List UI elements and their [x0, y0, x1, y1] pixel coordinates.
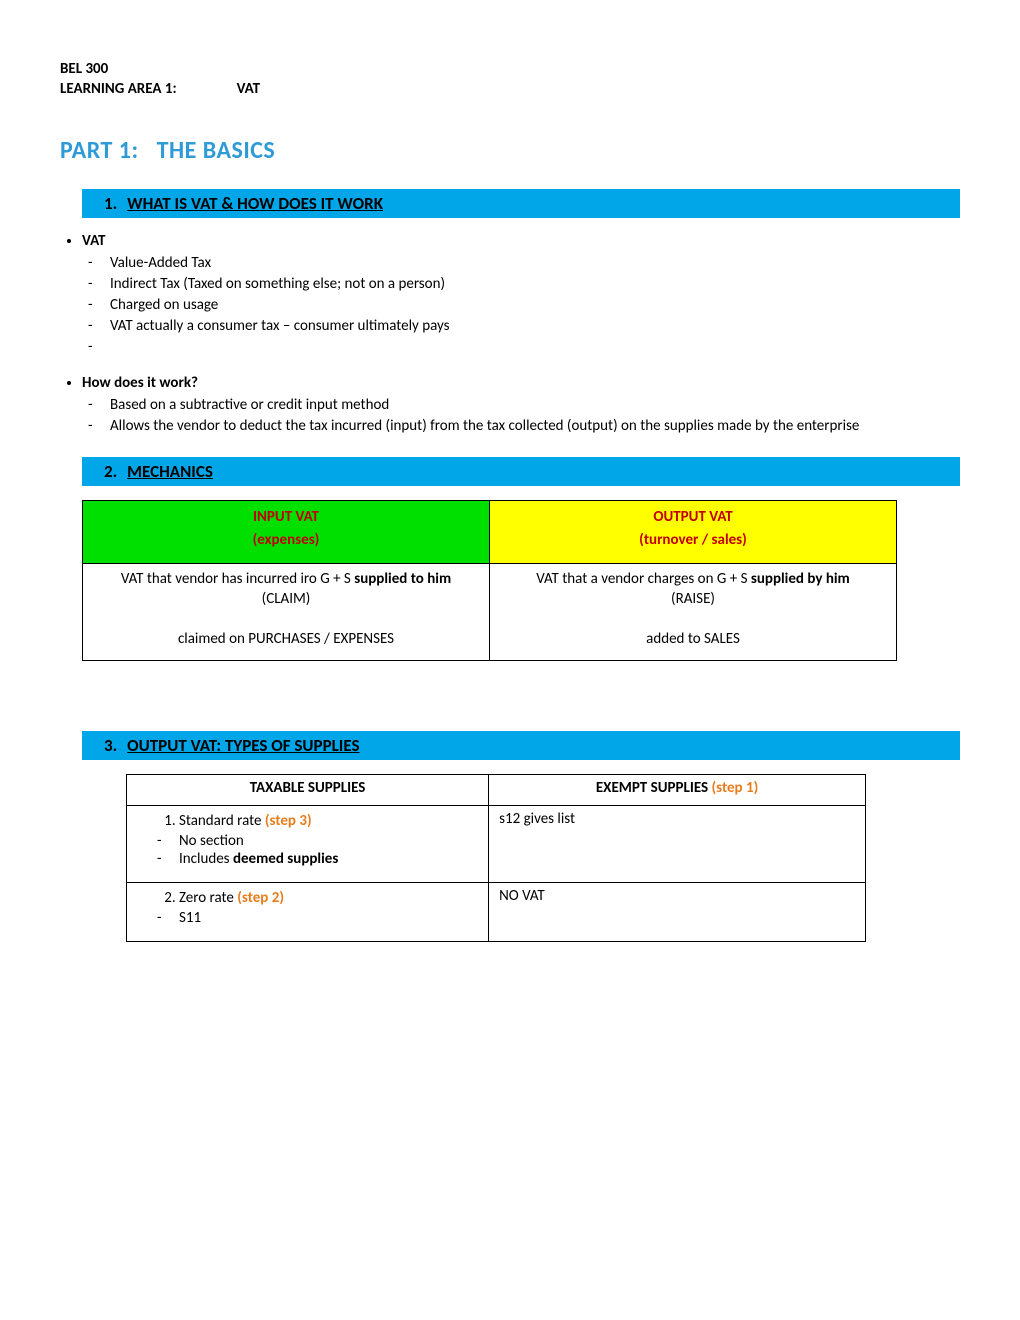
list-item: [110, 338, 960, 356]
exempt-cell-2: NO VAT: [489, 883, 866, 942]
taxable-cell-2: Zero rate (step 2) S11: [127, 883, 489, 942]
section-1-title: WHAT IS VAT & HOW DOES IT WORK: [127, 193, 383, 214]
list-item: Zero rate (step 2): [179, 889, 478, 907]
numbered-list: Zero rate (step 2): [137, 889, 478, 907]
list-item: Charged on usage: [110, 296, 960, 314]
table-row: TAXABLE SUPPLIES EXEMPT SUPPLIES (step 1…: [127, 775, 866, 806]
learning-area-value: VAT: [237, 80, 260, 98]
table-row: INPUT VAT (expenses) OUTPUT VAT (turnove…: [83, 501, 897, 564]
list-item: How does it work? Based on a subtractive…: [82, 374, 960, 435]
header-line: OUTPUT VAT: [500, 507, 886, 528]
cell-text-part: VAT that a vendor charges on G + S: [536, 570, 751, 588]
cell-text: (CLAIM): [93, 590, 479, 608]
course-code: BEL 300: [60, 60, 960, 78]
cell-text: added to SALES: [500, 630, 886, 648]
learning-area-label: LEARNING AREA 1:: [60, 80, 177, 98]
learning-area: LEARNING AREA 1: VAT: [60, 80, 960, 98]
vat-bullet-list: VAT Value-Added Tax Indirect Tax (Taxed …: [60, 232, 960, 356]
section-2-title: MECHANICS: [127, 461, 213, 482]
step-label: (step 1): [711, 779, 758, 797]
supplies-table: TAXABLE SUPPLIES EXEMPT SUPPLIES (step 1…: [126, 774, 866, 942]
list-item: Includes deemed supplies: [179, 850, 478, 868]
part-title: THE BASICS: [157, 136, 276, 165]
exempt-supplies-header: EXEMPT SUPPLIES (step 1): [489, 775, 866, 806]
input-vat-header: INPUT VAT (expenses): [83, 501, 490, 564]
item-text: Standard rate: [179, 812, 265, 830]
cell-text: (RAISE): [500, 590, 886, 608]
part-heading: PART 1: THE BASICS: [60, 136, 960, 165]
how-bullet-list: How does it work? Based on a subtractive…: [60, 374, 960, 435]
header-line: (expenses): [93, 530, 479, 551]
table-row: VAT that vendor has incurred iro G + S s…: [83, 564, 897, 661]
list-item: Standard rate (step 3): [179, 812, 478, 830]
header-line: INPUT VAT: [93, 507, 479, 528]
cell-text-bold: supplied by him: [751, 570, 850, 588]
item-text: Includes: [179, 850, 233, 868]
taxable-supplies-header: TAXABLE SUPPLIES: [127, 775, 489, 806]
list-item: VAT Value-Added Tax Indirect Tax (Taxed …: [82, 232, 960, 356]
input-vat-cell: VAT that vendor has incurred iro G + S s…: [83, 564, 490, 661]
cell-text: claimed on PURCHASES / EXPENSES: [93, 630, 479, 648]
list-item: S11: [179, 909, 478, 927]
step-label: (step 3): [265, 812, 312, 830]
numbered-list: Standard rate (step 3): [137, 812, 478, 830]
list-item: VAT actually a consumer tax – consumer u…: [110, 317, 960, 335]
mechanics-table: INPUT VAT (expenses) OUTPUT VAT (turnove…: [82, 500, 897, 661]
table-row: Standard rate (step 3) No section Includ…: [127, 806, 866, 883]
how-sublist: Based on a subtractive or credit input m…: [82, 396, 960, 435]
section-1-heading: 1. WHAT IS VAT & HOW DOES IT WORK: [82, 189, 960, 218]
part-prefix: PART 1:: [60, 136, 139, 165]
list-item: Value-Added Tax: [110, 254, 960, 272]
list-item: Indirect Tax (Taxed on something else; n…: [110, 275, 960, 293]
header-line: (turnover / sales): [500, 530, 886, 551]
vat-lead: VAT: [82, 232, 105, 250]
list-item: No section: [179, 832, 478, 850]
vat-sublist: Value-Added Tax Indirect Tax (Taxed on s…: [82, 254, 960, 356]
output-vat-header: OUTPUT VAT (turnover / sales): [490, 501, 897, 564]
how-lead: How does it work?: [82, 374, 198, 392]
list-item: Based on a subtractive or credit input m…: [110, 396, 960, 414]
cell-text-bold: supplied to him: [354, 570, 451, 588]
table-row: Zero rate (step 2) S11 NO VAT: [127, 883, 866, 942]
section-3-num: 3.: [104, 735, 117, 756]
dash-list: S11: [137, 909, 478, 927]
step-label: (step 2): [237, 889, 284, 907]
output-vat-cell: VAT that a vendor charges on G + S suppl…: [490, 564, 897, 661]
list-item: Allows the vendor to deduct the tax incu…: [110, 417, 960, 435]
section-2-heading: 2. MECHANICS: [82, 457, 960, 486]
cell-text-part: VAT that vendor has incurred iro G + S: [121, 570, 354, 588]
cell-text: VAT that a vendor charges on G + S suppl…: [500, 570, 886, 588]
section-2-num: 2.: [104, 461, 117, 482]
section-3-title: OUTPUT VAT: TYPES OF SUPPLIES: [127, 735, 359, 756]
cell-text: VAT that vendor has incurred iro G + S s…: [93, 570, 479, 588]
section-3-heading: 3. OUTPUT VAT: TYPES OF SUPPLIES: [82, 731, 960, 760]
item-text-bold: deemed supplies: [233, 850, 338, 868]
item-text: Zero rate: [179, 889, 237, 907]
exempt-cell-1: s12 gives list: [489, 806, 866, 883]
dash-list: No section Includes deemed supplies: [137, 832, 478, 868]
taxable-cell-1: Standard rate (step 3) No section Includ…: [127, 806, 489, 883]
header-text: EXEMPT SUPPLIES: [596, 779, 712, 797]
section-1-num: 1.: [104, 193, 117, 214]
